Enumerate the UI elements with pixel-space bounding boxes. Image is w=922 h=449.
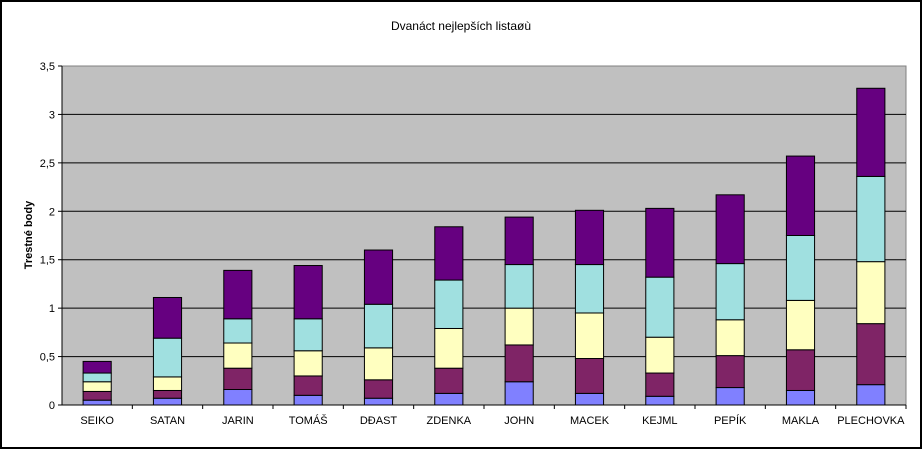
x-tick-label: SEIKO bbox=[80, 415, 114, 427]
bar-segment bbox=[715, 194, 745, 265]
y-tick-label: 1,5 bbox=[40, 255, 55, 267]
y-axis-label: Trestné body bbox=[23, 200, 35, 269]
bar-segment bbox=[363, 303, 394, 349]
x-tick-label: SATAN bbox=[150, 415, 185, 427]
bar-segment bbox=[574, 209, 605, 266]
x-tick-label: ZDENKA bbox=[427, 415, 472, 427]
x-tick-label: MACEK bbox=[570, 415, 610, 427]
bar-segment bbox=[82, 390, 112, 401]
bar-segment bbox=[715, 355, 745, 389]
bar-segment bbox=[504, 264, 534, 309]
bar-segment bbox=[785, 349, 816, 391]
bar-segment bbox=[574, 392, 605, 406]
x-tick-label: MAKLA bbox=[782, 415, 820, 427]
bar-segment bbox=[504, 381, 534, 406]
bar-segment bbox=[363, 379, 394, 399]
bar-segment bbox=[434, 392, 464, 406]
bar-segment bbox=[363, 249, 394, 305]
bar-segment bbox=[82, 372, 112, 383]
bar-segment bbox=[645, 336, 675, 374]
bar-segment bbox=[645, 372, 675, 397]
bar-segment bbox=[785, 235, 816, 301]
bar-segment bbox=[434, 327, 464, 369]
y-tick-label: 3 bbox=[49, 109, 55, 121]
bar-segment bbox=[645, 207, 675, 278]
bar-segment bbox=[152, 389, 183, 399]
bar-segment bbox=[363, 397, 394, 406]
x-tick-label: KEJML bbox=[642, 415, 677, 427]
bar-segment bbox=[82, 381, 112, 392]
bar-segment bbox=[152, 296, 183, 339]
bar-segment bbox=[574, 312, 605, 360]
x-tick-label: TOMÁŠ bbox=[289, 414, 328, 427]
bar-segment bbox=[574, 358, 605, 394]
y-tick-label: 1 bbox=[49, 303, 55, 315]
bar-segment bbox=[856, 261, 886, 325]
bar-segment bbox=[152, 337, 183, 378]
bar-segment bbox=[293, 394, 323, 406]
x-tick-label: JARIN bbox=[222, 415, 254, 427]
y-tick-label: 2,5 bbox=[40, 158, 55, 170]
bar-segment bbox=[856, 323, 886, 386]
bar-segment bbox=[504, 344, 534, 383]
bar-segment bbox=[223, 342, 253, 369]
bar-segment bbox=[645, 276, 675, 338]
plot-area: 0 0,5 1 1,5 2 2,5 3 3,5 SEIKO SATAN JARIN TOMÁŠ DÐAS… bbox=[40, 61, 907, 427]
y-tick-label: 2 bbox=[49, 206, 55, 218]
bar-segment bbox=[434, 279, 464, 329]
bar-segment bbox=[856, 384, 886, 406]
bar-segment bbox=[856, 87, 886, 177]
bar-segment bbox=[293, 375, 323, 396]
bar-segment bbox=[223, 389, 253, 406]
bar-segment bbox=[785, 155, 816, 237]
y-tick-label: 0,5 bbox=[40, 352, 55, 364]
bar-segment bbox=[785, 299, 816, 351]
y-tick-label: 3,5 bbox=[40, 61, 55, 73]
bar-segment bbox=[504, 216, 534, 266]
x-tick-label: DÐAST bbox=[360, 415, 398, 427]
bar-segment bbox=[223, 367, 253, 391]
bar-segment bbox=[363, 347, 394, 381]
bar-segment bbox=[82, 360, 112, 374]
bar-segment bbox=[223, 318, 253, 344]
bar-segment bbox=[293, 318, 323, 352]
bar-segment bbox=[856, 175, 886, 263]
bar-segment bbox=[504, 307, 534, 346]
bar-segment bbox=[293, 265, 323, 320]
x-tick-label: JOHN bbox=[504, 415, 534, 427]
bar-segment bbox=[152, 397, 183, 406]
bar-segment bbox=[293, 350, 323, 377]
bar-segment bbox=[785, 389, 816, 406]
x-tick-label: PEPÍK bbox=[714, 414, 747, 427]
x-tick-label: PLECHOVKA bbox=[837, 415, 905, 427]
bar-segment bbox=[645, 395, 675, 406]
bar-segment bbox=[715, 387, 745, 406]
chart-title: Dvanáct nejlepších listaøù bbox=[391, 19, 531, 33]
bar-segment bbox=[574, 264, 605, 314]
y-tick-label: 0 bbox=[49, 400, 55, 412]
bar-segment bbox=[82, 399, 112, 406]
plot-background bbox=[61, 65, 907, 406]
bar-segment bbox=[715, 263, 745, 321]
bar-segment bbox=[434, 226, 464, 281]
bar-segment bbox=[434, 367, 464, 394]
bar-segment bbox=[152, 376, 183, 391]
bar-segment bbox=[223, 269, 253, 320]
bar-segment bbox=[715, 319, 745, 357]
